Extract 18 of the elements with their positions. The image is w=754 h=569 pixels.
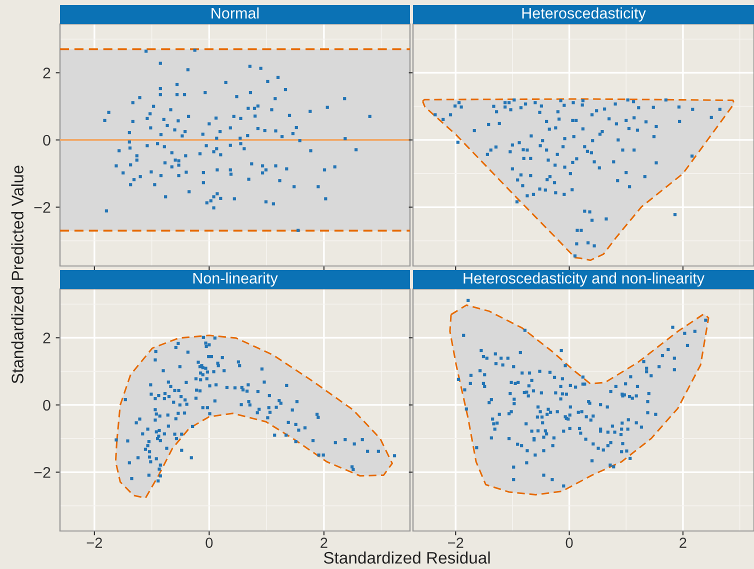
x-tick-label: 0 [206,538,213,548]
x-tick-label: −2 [86,538,102,548]
chart-title: Heteroscedasticity [522,7,646,22]
y-tick-label: 2 [43,68,50,78]
y-tick-label: 0 [43,400,50,411]
x-tick-label: −2 [448,538,464,548]
x-tick-label: 0 [566,538,573,548]
y-tick-label: 0 [43,134,50,146]
y-tick-label: −2 [34,467,50,478]
y-tick-label: −2 [34,202,50,213]
x-tick-label: 2 [320,538,328,548]
y-tick-label: 2 [43,332,50,344]
x-tick-label: 2 [680,538,686,548]
x-axis-title: Standardized Residual [324,551,490,564]
chart-title: Non-linearity [193,272,278,287]
chart-title: Heteroscedasticity and non-linearity [464,272,704,287]
y-axis-title: Standardized Predicted Value [11,166,24,384]
chart-title: Normal [212,7,259,19]
